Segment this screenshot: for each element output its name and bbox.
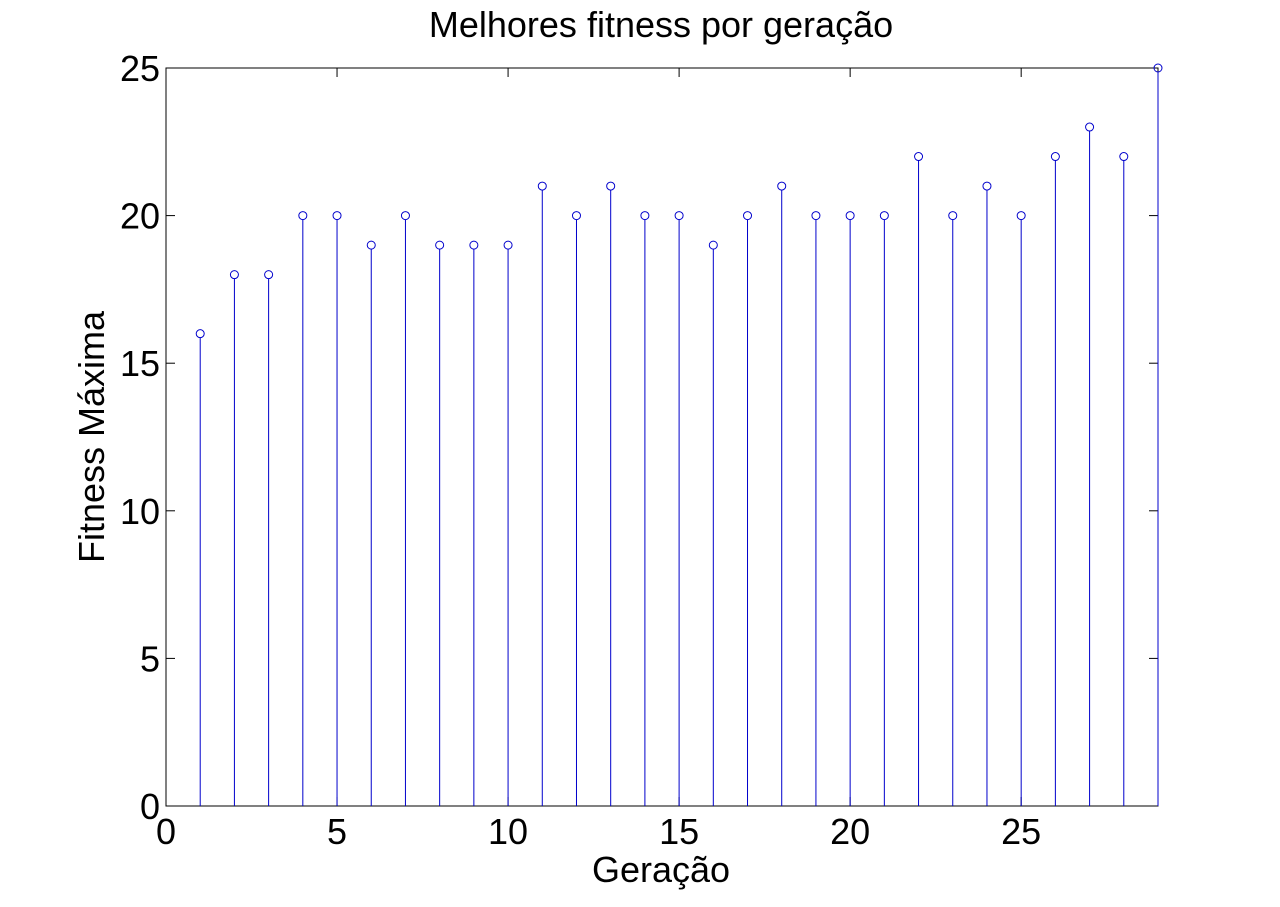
data-point <box>264 270 274 280</box>
x-tick-label: 25 <box>1001 811 1041 852</box>
y-tick-label: 15 <box>120 343 160 384</box>
y-tick-label: 20 <box>120 196 160 237</box>
chart-title: Melhores fitness por geração <box>429 4 893 45</box>
data-point <box>606 181 616 191</box>
y-tick-label: 5 <box>140 638 160 679</box>
data-point <box>195 329 205 339</box>
y-axis-label: Fitness Máxima <box>71 310 112 563</box>
data-point <box>332 211 342 221</box>
data-point <box>298 211 308 221</box>
data-point <box>469 240 479 250</box>
y-tick-label: 0 <box>140 786 160 827</box>
data-point <box>1153 63 1163 73</box>
x-tick-label: 20 <box>830 811 870 852</box>
y-tick-label: 25 <box>120 48 160 89</box>
data-point <box>435 240 445 250</box>
data-point <box>1050 152 1060 162</box>
axis-ticks <box>165 67 1158 807</box>
data-point <box>640 211 650 221</box>
data-point <box>811 211 821 221</box>
data-point <box>708 240 718 250</box>
data-point <box>845 211 855 221</box>
data-point <box>777 181 787 191</box>
x-tick-label: 0 <box>156 811 176 852</box>
x-tick-label: 15 <box>659 811 699 852</box>
data-point <box>982 181 992 191</box>
data-point <box>879 211 889 221</box>
x-tick-label: 5 <box>327 811 347 852</box>
x-axis-label: Geração <box>592 849 730 890</box>
data-point <box>1119 152 1129 162</box>
data-point <box>537 181 547 191</box>
data-point <box>914 152 924 162</box>
data-point <box>743 211 753 221</box>
data-point <box>366 240 376 250</box>
x-tick-label: 10 <box>488 811 528 852</box>
tick-labels: 0 5 10 15 20 25 0 5 10 15 20 25 <box>120 48 1041 852</box>
data-point <box>1016 211 1026 221</box>
data-point <box>571 211 581 221</box>
data-point <box>948 211 958 221</box>
data-series <box>195 63 1163 806</box>
data-point <box>400 211 410 221</box>
data-point <box>503 240 513 250</box>
data-point <box>1085 122 1095 132</box>
data-point <box>674 211 684 221</box>
data-point <box>229 270 239 280</box>
y-tick-label: 10 <box>120 491 160 532</box>
